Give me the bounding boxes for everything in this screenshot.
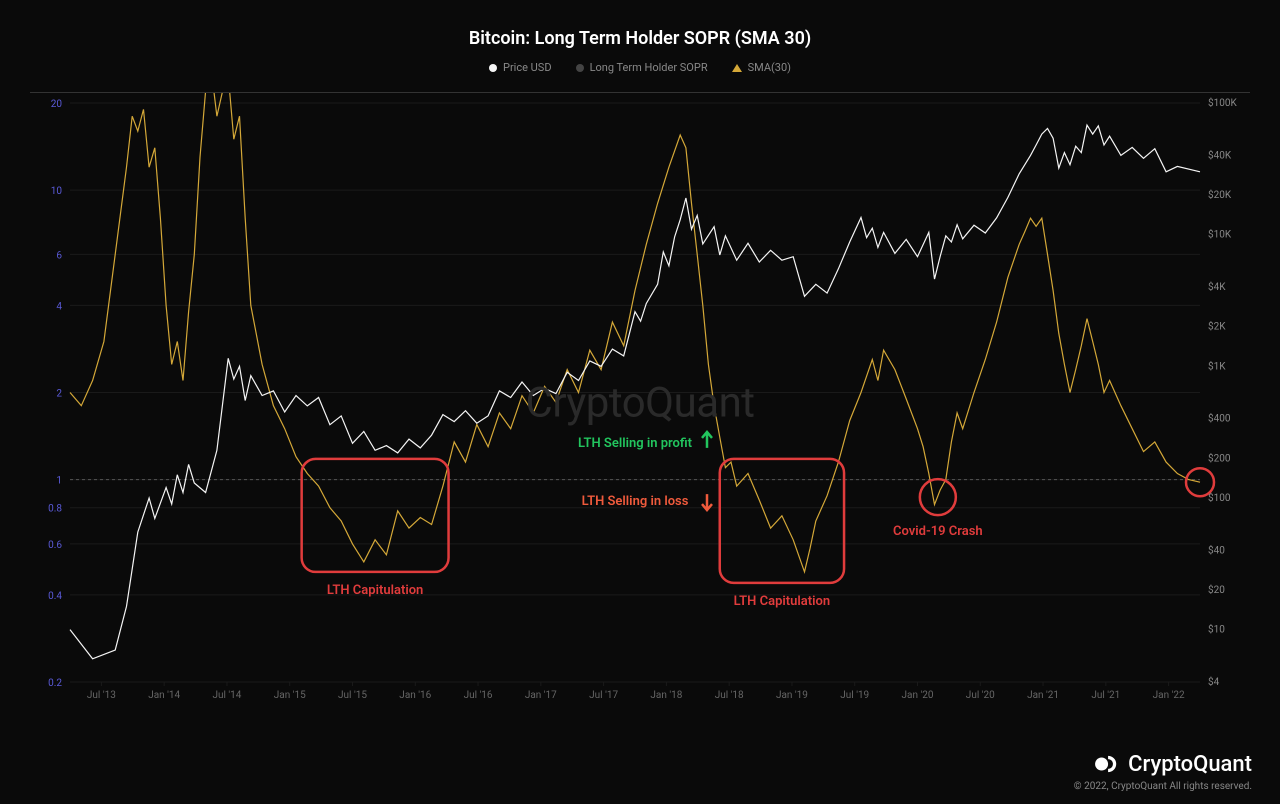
- svg-text:Jul '13: Jul '13: [87, 690, 116, 701]
- svg-text:$20K: $20K: [1208, 188, 1232, 201]
- svg-text:20: 20: [51, 99, 63, 110]
- svg-text:6: 6: [56, 250, 62, 261]
- copyright: © 2022, CryptoQuant All rights reserved.: [1074, 781, 1252, 792]
- brand-text: CryptoQuant: [1128, 752, 1252, 777]
- chart-svg: 0.2 0.4 0.6 0.8 1 2 4 6 10 20 $4 $10 $20 $40 $100 $200 $…: [30, 93, 1250, 712]
- svg-text:2: 2: [56, 389, 62, 400]
- svg-text:$40: $40: [1208, 543, 1225, 556]
- svg-text:Covid-19 Crash: Covid-19 Crash: [893, 524, 983, 539]
- svg-text:Jan '18: Jan '18: [650, 690, 682, 701]
- svg-text:$1K: $1K: [1208, 359, 1226, 372]
- svg-text:Jan '21: Jan '21: [1027, 690, 1059, 701]
- svg-text:$20: $20: [1208, 583, 1225, 596]
- svg-text:4: 4: [56, 301, 62, 312]
- svg-text:Jul '20: Jul '20: [966, 690, 995, 701]
- svg-text:Jan '19: Jan '19: [776, 690, 808, 701]
- brand: CryptoQuant: [1074, 751, 1252, 777]
- svg-text:$2K: $2K: [1208, 320, 1226, 333]
- legend-item-price: Price USD: [489, 61, 552, 74]
- legend-swatch: [732, 64, 742, 72]
- svg-text:0.4: 0.4: [48, 591, 62, 602]
- svg-text:Jul '19: Jul '19: [840, 690, 869, 701]
- svg-text:Jul '16: Jul '16: [464, 690, 493, 701]
- svg-text:Jul '15: Jul '15: [338, 690, 367, 701]
- legend-label: Price USD: [503, 61, 552, 74]
- svg-text:Jan '17: Jan '17: [525, 690, 557, 701]
- svg-text:Jan '16: Jan '16: [399, 690, 431, 701]
- plot-area: CryptoQuant 0.20.40.60.812461020$4$10$20…: [30, 92, 1250, 712]
- svg-text:Jan '22: Jan '22: [1153, 690, 1185, 701]
- brand-logo-icon: [1094, 751, 1120, 777]
- svg-text:0.6: 0.6: [48, 540, 62, 551]
- svg-text:10: 10: [51, 186, 63, 197]
- svg-text:Jul '18: Jul '18: [715, 690, 744, 701]
- legend-label: SMA(30): [748, 61, 791, 74]
- chart-legend: Price USD Long Term Holder SOPR SMA(30): [30, 61, 1250, 74]
- svg-text:$200: $200: [1208, 451, 1231, 464]
- svg-text:$40K: $40K: [1208, 148, 1232, 161]
- legend-label: Long Term Holder SOPR: [590, 61, 708, 74]
- svg-text:$100K: $100K: [1208, 96, 1237, 109]
- svg-text:LTH Capitulation: LTH Capitulation: [327, 583, 423, 598]
- svg-text:$4: $4: [1208, 675, 1220, 688]
- svg-text:Jul '17: Jul '17: [589, 690, 618, 701]
- svg-text:1: 1: [56, 476, 62, 487]
- svg-text:LTH Selling in loss: LTH Selling in loss: [582, 494, 689, 509]
- chart-title: Bitcoin: Long Term Holder SOPR (SMA 30): [30, 28, 1250, 49]
- svg-text:Jul '14: Jul '14: [212, 690, 241, 701]
- svg-text:0.8: 0.8: [48, 504, 62, 515]
- footer: CryptoQuant © 2022, CryptoQuant All righ…: [1074, 751, 1252, 792]
- svg-text:Jan '20: Jan '20: [902, 690, 934, 701]
- svg-text:LTH Selling in profit: LTH Selling in profit: [578, 436, 693, 451]
- svg-text:$400: $400: [1208, 412, 1231, 425]
- svg-text:$4K: $4K: [1208, 280, 1226, 293]
- svg-text:$100: $100: [1208, 491, 1231, 504]
- svg-text:LTH Capitulation: LTH Capitulation: [734, 594, 830, 609]
- svg-text:$10K: $10K: [1208, 228, 1232, 241]
- svg-text:0.2: 0.2: [48, 678, 62, 689]
- legend-item-sopr: Long Term Holder SOPR: [576, 61, 708, 74]
- legend-item-sma: SMA(30): [732, 61, 791, 74]
- svg-text:Jan '15: Jan '15: [274, 690, 306, 701]
- svg-text:Jan '14: Jan '14: [148, 690, 180, 701]
- svg-text:Jul '21: Jul '21: [1091, 690, 1120, 701]
- legend-swatch: [576, 64, 584, 72]
- chart-container: Bitcoin: Long Term Holder SOPR (SMA 30) …: [0, 0, 1280, 804]
- legend-swatch: [489, 64, 497, 72]
- svg-text:$10: $10: [1208, 623, 1225, 636]
